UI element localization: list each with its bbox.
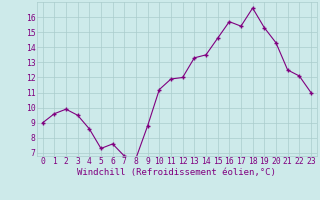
X-axis label: Windchill (Refroidissement éolien,°C): Windchill (Refroidissement éolien,°C)	[77, 168, 276, 177]
